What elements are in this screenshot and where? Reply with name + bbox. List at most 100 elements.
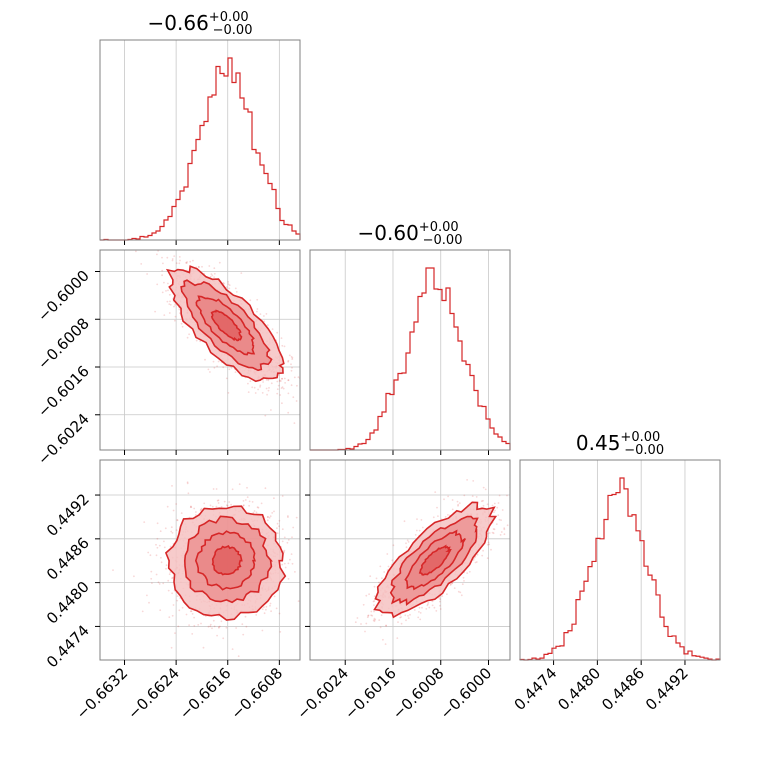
scatter-point bbox=[453, 587, 456, 589]
scatter-point bbox=[475, 561, 478, 563]
scatter-point bbox=[291, 358, 294, 360]
scatter-point bbox=[133, 575, 135, 578]
scatter-point bbox=[186, 336, 189, 339]
scatter-point bbox=[230, 503, 233, 506]
scatter-point bbox=[419, 612, 422, 614]
scatter-point bbox=[425, 608, 428, 610]
scatter-point bbox=[149, 554, 152, 557]
scatter-point bbox=[218, 626, 220, 628]
x-tick-label: 0.4480 bbox=[554, 664, 604, 714]
scatter-point bbox=[290, 355, 293, 358]
scatter-point bbox=[167, 579, 170, 582]
histogram-step-line bbox=[519, 477, 721, 661]
scatter-point bbox=[399, 616, 401, 619]
scatter-point bbox=[135, 250, 137, 253]
scatter-point bbox=[180, 512, 183, 514]
scatter-point bbox=[266, 324, 269, 326]
scatter-point bbox=[256, 506, 259, 509]
scatter-point bbox=[166, 256, 169, 259]
scatter-point bbox=[471, 495, 474, 497]
scatter-point bbox=[437, 515, 439, 517]
scatter-point bbox=[503, 527, 506, 529]
scatter-point bbox=[231, 648, 234, 650]
scatter-point bbox=[173, 305, 175, 308]
scatter-point bbox=[263, 612, 266, 615]
contour-level bbox=[404, 529, 466, 591]
scatter-point bbox=[259, 313, 262, 315]
scatter-point bbox=[257, 388, 259, 391]
scatter-point bbox=[169, 303, 172, 306]
scatter-point bbox=[435, 610, 438, 612]
scatter-point bbox=[192, 259, 194, 262]
scatter-point bbox=[174, 304, 176, 306]
scatter-point bbox=[271, 328, 274, 330]
scatter-point bbox=[460, 594, 463, 597]
scatter-point bbox=[407, 615, 409, 617]
scatter-point bbox=[193, 507, 196, 510]
y-tick-label: −0.6024 bbox=[34, 410, 93, 469]
scatter-point bbox=[186, 261, 189, 263]
scatter-point bbox=[160, 556, 162, 559]
scatter-point bbox=[163, 546, 166, 549]
scatter-point bbox=[441, 595, 444, 597]
scatter-point bbox=[270, 409, 272, 411]
scatter-point bbox=[228, 287, 231, 290]
scatter-point bbox=[360, 623, 362, 625]
scatter-point bbox=[419, 618, 422, 621]
scatter-point bbox=[172, 509, 175, 512]
scatter-point bbox=[178, 262, 181, 265]
scatter-point bbox=[290, 553, 293, 555]
density-layer bbox=[112, 481, 300, 658]
scatter-point bbox=[287, 516, 289, 518]
scatter-point bbox=[220, 506, 223, 508]
title-minus: −0.00 bbox=[213, 23, 253, 38]
scatter-point bbox=[268, 516, 271, 519]
scatter-point bbox=[264, 414, 267, 417]
scatter-point bbox=[290, 384, 293, 387]
scatter-point bbox=[249, 299, 252, 302]
panel-title: −0.60+0.00 −0.00 bbox=[358, 220, 463, 248]
scatter-point bbox=[290, 363, 292, 366]
scatter-point bbox=[150, 570, 153, 573]
scatter-point bbox=[248, 504, 251, 507]
scatter-point bbox=[251, 386, 254, 389]
scatter-point bbox=[168, 293, 171, 296]
scatter-point bbox=[265, 387, 268, 390]
scatter-point bbox=[260, 502, 263, 505]
scatter-point bbox=[207, 625, 210, 628]
scatter-point bbox=[443, 498, 445, 501]
scatter-point bbox=[276, 392, 279, 395]
scatter-point bbox=[378, 619, 381, 621]
scatter-point bbox=[165, 564, 168, 567]
scatter-point bbox=[487, 541, 490, 544]
scatter-point bbox=[197, 624, 200, 626]
histogram-panel-2: −0.60+0.00 −0.00 bbox=[309, 220, 511, 455]
scatter-point bbox=[382, 638, 384, 641]
scatter-point bbox=[202, 646, 205, 649]
scatter-point bbox=[466, 479, 468, 481]
scatter-point bbox=[166, 505, 169, 508]
x-tick-label: −0.6616 bbox=[176, 664, 235, 723]
scatter-point bbox=[266, 393, 268, 396]
scatter-point bbox=[161, 269, 164, 272]
scatter-point bbox=[431, 600, 434, 603]
scatter-point bbox=[367, 614, 370, 617]
scatter-point bbox=[457, 504, 459, 507]
scatter-point bbox=[180, 322, 183, 325]
title-plus: +0.00 bbox=[620, 430, 660, 445]
scatter-point bbox=[282, 387, 285, 390]
scatter-point bbox=[288, 354, 291, 357]
scatter-point bbox=[392, 544, 395, 547]
scatter-point bbox=[255, 511, 258, 514]
scatter-point bbox=[491, 504, 494, 507]
scatter-point bbox=[451, 499, 454, 501]
scatter-point bbox=[242, 500, 245, 502]
scatter-point bbox=[269, 515, 272, 518]
scatter-point bbox=[439, 600, 441, 603]
histogram-step-line bbox=[100, 57, 301, 241]
scatter-point bbox=[256, 310, 258, 313]
scatter-point bbox=[181, 325, 184, 328]
x-tick-label: −0.6624 bbox=[124, 664, 183, 723]
scatter-point bbox=[287, 359, 290, 362]
